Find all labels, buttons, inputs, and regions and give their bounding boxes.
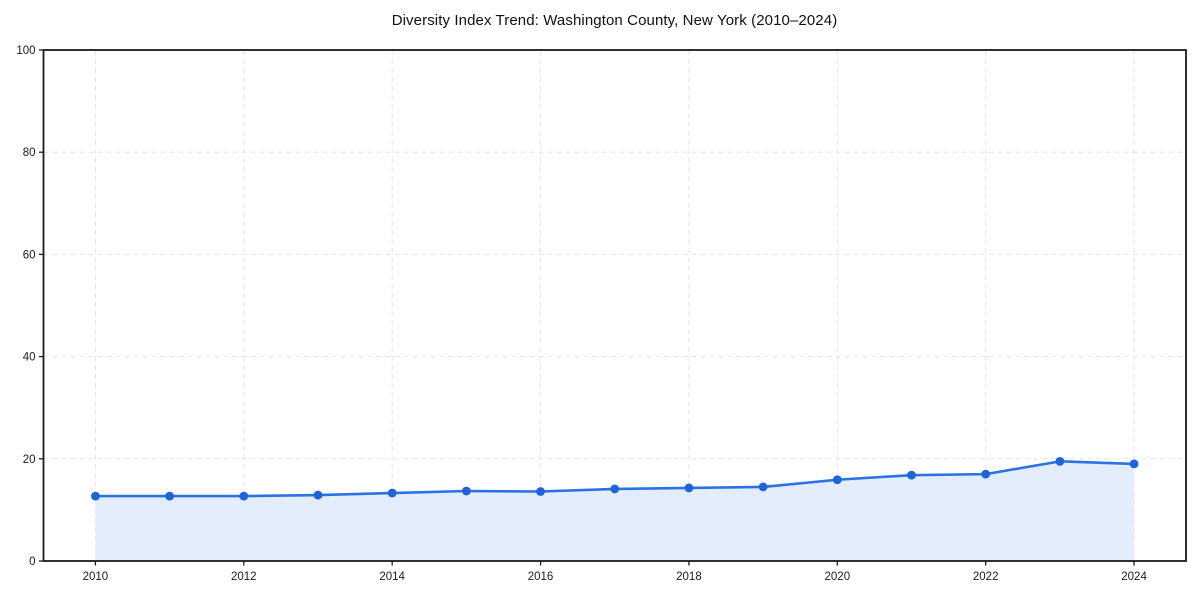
- data-point-2011: [165, 491, 175, 501]
- x-tick-label: 2022: [973, 571, 999, 583]
- data-point-2015: [461, 486, 471, 496]
- data-point-2013: [313, 490, 323, 500]
- plot-border: [42, 49, 1187, 562]
- data-point-2019: [758, 482, 768, 492]
- x-tick-label: 2014: [379, 571, 405, 583]
- y-tick-label: 80: [23, 147, 36, 159]
- x-tick-label: 2012: [231, 571, 257, 583]
- x-tick-label: 2016: [528, 571, 554, 583]
- x-tick-label: 2010: [83, 571, 109, 583]
- x-tick-label: 2024: [1121, 571, 1147, 583]
- data-point-2017: [610, 484, 620, 494]
- x-tick-label: 2018: [676, 571, 702, 583]
- area-fill: [95, 461, 1135, 561]
- data-point-2020: [832, 475, 842, 485]
- data-point-2012: [239, 491, 249, 501]
- y-tick-label: 20: [23, 454, 36, 466]
- data-point-2023: [1055, 456, 1065, 466]
- y-tick-label: 0: [29, 556, 35, 568]
- y-tick-label: 60: [23, 249, 36, 261]
- data-point-2016: [536, 487, 545, 496]
- chart-title: Diversity Index Trend: Washington County…: [391, 12, 838, 29]
- data-point-2010: [91, 491, 100, 501]
- y-tick-label: 40: [23, 352, 36, 364]
- data-point-2022: [981, 469, 991, 479]
- x-tick-label: 2020: [825, 571, 851, 583]
- data-point-2024: [1129, 459, 1139, 469]
- data-point-2018: [684, 483, 694, 493]
- data-point-2021: [907, 470, 916, 480]
- data-point-2014: [387, 488, 397, 498]
- y-tick-label: 100: [16, 45, 35, 57]
